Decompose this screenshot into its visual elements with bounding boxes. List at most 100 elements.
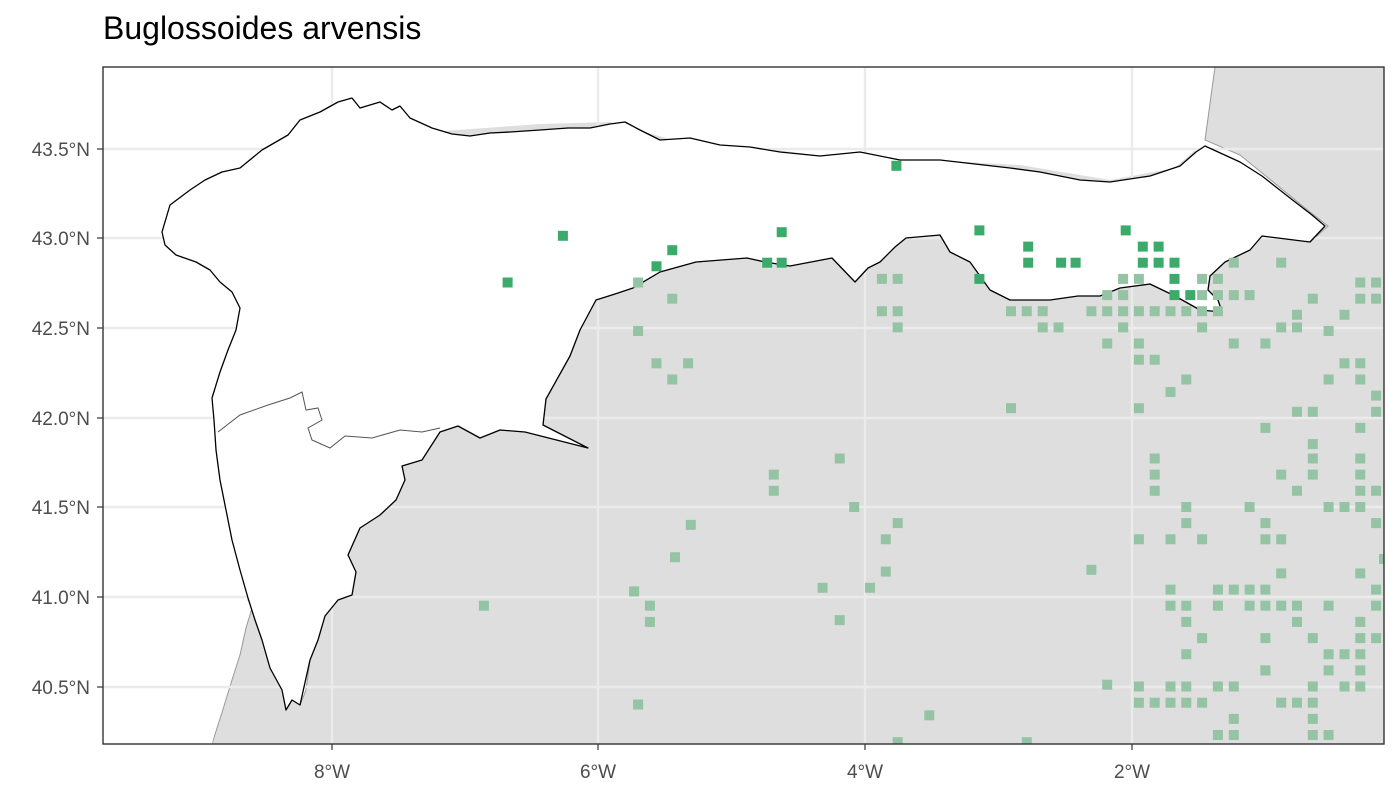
- occurrence-point-other: [1118, 322, 1129, 333]
- occurrence-point-other: [1339, 309, 1350, 320]
- occurrence-point-other: [1181, 518, 1192, 529]
- occurrence-point-other: [1181, 681, 1192, 692]
- occurrence-point-other: [768, 469, 779, 480]
- occurrence-point-other: [1339, 681, 1350, 692]
- occurrence-point-other: [1371, 277, 1382, 288]
- occurrence-point-other: [1371, 390, 1382, 401]
- occurrence-point-other: [876, 273, 887, 284]
- occurrence-point-other: [1260, 422, 1271, 433]
- occurrence-point-other: [1244, 600, 1255, 611]
- occurrence-point-other: [1149, 485, 1160, 496]
- occurrence-point-other: [1181, 616, 1192, 627]
- occurrence-point-other: [1292, 309, 1302, 320]
- occurrence-point-other: [1212, 730, 1223, 740]
- occurrence-point-other: [1307, 697, 1318, 708]
- occurrence-point-other: [817, 582, 828, 593]
- occurrence-point-present: [1070, 257, 1081, 268]
- occurrence-point-other: [892, 518, 903, 529]
- occurrence-point-present: [891, 160, 902, 171]
- occurrence-point-present: [776, 257, 787, 268]
- occurrence-point-other: [1292, 697, 1302, 708]
- occurrence-point-other: [1021, 737, 1032, 744]
- occurrence-point-other: [1149, 453, 1160, 464]
- occurrence-point-present: [762, 257, 773, 268]
- occurrence-point-other: [1260, 338, 1271, 349]
- occurrence-point-other: [1276, 534, 1287, 545]
- occurrence-point-present: [974, 225, 985, 236]
- occurrence-point-other: [1355, 358, 1366, 369]
- occurrence-point-other: [1276, 469, 1287, 480]
- occurrence-point-present: [1120, 225, 1131, 236]
- occurrence-point-other: [1133, 403, 1144, 414]
- occurrence-point-other: [865, 582, 875, 593]
- occurrence-point-other: [1181, 306, 1192, 317]
- occurrence-point-other: [1292, 616, 1302, 627]
- occurrence-point-other: [1086, 306, 1097, 317]
- occurrence-point-other: [1228, 338, 1239, 349]
- occurrence-point-other: [1102, 306, 1113, 317]
- occurrence-point-other: [633, 699, 644, 710]
- occurrence-point-other: [1006, 403, 1016, 414]
- occurrence-point-other: [1323, 649, 1334, 660]
- y-tick-label: 43.5°N: [32, 140, 90, 161]
- occurrence-point-other: [1133, 306, 1144, 317]
- occurrence-point-other: [1228, 681, 1239, 692]
- occurrence-point-other: [1228, 257, 1239, 268]
- occurrence-point-other: [880, 566, 891, 577]
- occurrence-point-other: [1339, 502, 1350, 512]
- occurrence-point-other: [834, 615, 845, 626]
- occurrence-point-other: [1228, 730, 1239, 740]
- occurrence-point-other: [1149, 306, 1160, 317]
- occurrence-point-other: [644, 616, 655, 627]
- occurrence-point-other: [1339, 358, 1350, 369]
- occurrence-point-other: [1212, 306, 1223, 317]
- occurrence-point-other: [1355, 568, 1366, 579]
- occurrence-point-present: [1153, 257, 1164, 268]
- occurrence-point-other: [1118, 273, 1129, 284]
- occurrence-point-other: [1355, 649, 1366, 660]
- occurrence-points-other: [478, 257, 1384, 744]
- y-tick-label: 41.0°N: [32, 588, 90, 609]
- occurrence-point-other: [1355, 502, 1366, 512]
- occurrence-point-other: [629, 586, 640, 597]
- y-tick-label: 42.5°N: [32, 319, 90, 340]
- occurrence-point-other: [1307, 453, 1318, 464]
- occurrence-point-present: [1137, 257, 1148, 268]
- occurrence-point-other: [1165, 584, 1176, 595]
- occurrence-point-other: [651, 358, 662, 369]
- occurrence-point-other: [1037, 306, 1048, 317]
- occurrence-point-other: [1197, 273, 1208, 284]
- x-tick-label: 2°W: [1114, 762, 1150, 783]
- occurrence-point-other: [1371, 584, 1382, 595]
- occurrence-point-other: [1165, 697, 1176, 708]
- map-title: Buglossoides arvensis: [103, 10, 422, 46]
- occurrence-point-other: [1149, 354, 1160, 365]
- occurrence-point-other: [1053, 322, 1064, 333]
- y-tick-label: 41.5°N: [32, 498, 90, 519]
- occurrence-point-other: [1181, 502, 1192, 512]
- y-tick-label: 40.5°N: [32, 678, 90, 699]
- occurrence-point-other: [1307, 469, 1318, 480]
- occurrence-point-other: [1197, 534, 1208, 545]
- occurrence-point-other: [1276, 568, 1287, 579]
- occurrence-point-other: [1355, 681, 1366, 692]
- occurrence-point-other: [1371, 518, 1382, 529]
- occurrence-point-other: [1355, 277, 1366, 288]
- y-tick-label: 42.0°N: [32, 409, 90, 430]
- occurrence-point-other: [1307, 439, 1318, 450]
- occurrence-point-other: [1307, 730, 1318, 740]
- occurrence-point-present: [1137, 241, 1148, 252]
- occurrence-point-other: [1118, 306, 1129, 317]
- occurrence-point-present: [667, 245, 678, 256]
- occurrence-point-other: [1197, 633, 1208, 644]
- occurrence-point-other: [683, 358, 694, 369]
- occurrence-point-other: [633, 277, 644, 288]
- occurrence-point-other: [1244, 290, 1255, 301]
- occurrence-point-other: [1181, 649, 1192, 660]
- occurrence-point-other: [1133, 534, 1144, 545]
- occurrence-point-other: [1133, 273, 1144, 284]
- occurrence-point-other: [1355, 453, 1366, 464]
- x-axis: 8°W 6°W 4°W 2°W: [314, 744, 1150, 783]
- occurrence-point-other: [1102, 338, 1113, 349]
- occurrence-point-present: [1056, 257, 1067, 268]
